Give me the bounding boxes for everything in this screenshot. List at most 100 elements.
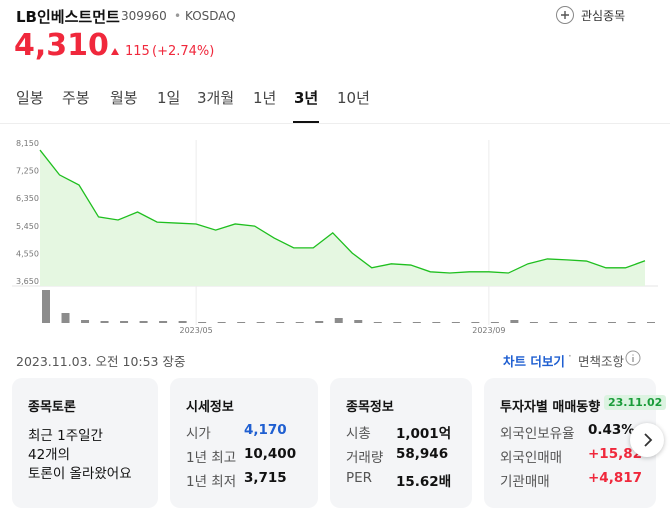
stock-name: LB인베스트먼트 [16,8,120,26]
x-tick-label: 2023/09 [472,326,505,335]
volume-bar [61,313,70,323]
card[interactable]: 투자자별 매매동향 23.11.02 외국인보유율 0.43% 외국인매매 +15,82 기… [484,378,667,508]
volume-bar [451,322,460,323]
volume-bar [178,321,187,323]
tab[interactable]: 일봉 [16,89,44,107]
tab[interactable]: 1일 [157,89,181,107]
row-label: 외국인매매 [500,450,563,466]
card-title: 투자자별 매매동향 [500,400,601,415]
price: 4,310 [14,28,109,63]
row-value: 4,170 [244,422,287,438]
tab-divider [0,123,670,124]
chevron [644,433,653,447]
y-tick-label: 8,150 [16,139,39,148]
stock-code: 309960 [121,9,167,23]
card-title: 시세정보 [186,400,234,415]
volume-bar [139,321,148,323]
timestamp: 2023.11.03. 오전 10:53 장중 [16,354,186,369]
y-tick-label: 6,350 [16,194,39,203]
tab[interactable]: 10년 [337,89,370,107]
market: KOSDAQ [185,9,236,23]
tab[interactable]: 3년 [294,89,319,107]
row-value: 3,715 [244,470,287,486]
tab[interactable]: 월봉 [110,89,138,107]
x-tick-label: 2023/05 [180,326,213,335]
y-tick-label: 5,450 [16,222,39,231]
volume-bar [42,290,50,323]
y-tick-label: 7,250 [16,167,39,176]
volume-bar [354,320,363,323]
tab[interactable]: 주봉 [62,89,90,107]
row-label: 1년 최저 [186,474,237,490]
watch-label: 관심종목 [581,9,626,23]
row-value: 58,946 [396,446,449,462]
volume-bar [393,322,402,323]
change-pct: (+2.74%) [152,44,215,59]
chart-more[interactable]: 차트 더보기 [503,354,565,369]
row-value: +15,82 [588,446,643,462]
card-line: 토론이 올라왔어요 [28,466,132,482]
volume-bar [120,321,129,323]
row-label: 시총 [346,426,371,442]
row-label: 시가 [186,426,211,442]
volume-bar [490,322,499,323]
volume-bar [432,322,441,323]
volume-bar [471,322,480,323]
up-arrow [111,48,119,55]
row-label: 거래량 [346,450,384,466]
volume-bar [529,322,538,323]
volume-bar [237,322,246,323]
volume-bar [510,320,519,323]
page: LB인베스트먼트 309960 • KOSDAQ 관심종목 4,310 115 … [0,4,670,508]
row-label: 외국인보유율 [500,426,575,442]
row-label: PER [346,470,373,486]
disclaimer[interactable]: 면책조항 [578,354,625,369]
volume-bar [217,322,226,323]
dot: • [174,9,182,23]
row-value: 15.62배 [396,474,452,490]
tab-underline [293,121,319,123]
watch-button[interactable]: 관심종목 [555,4,641,26]
volume-bar [159,321,168,323]
date-badge: 23.11.02 [604,395,667,410]
volume-bar [256,322,265,323]
volume-bar [276,322,285,323]
info-icon [625,350,641,366]
tab[interactable]: 1년 [253,89,277,107]
volume-bar [295,322,304,323]
row-value: +4,817 [588,470,643,486]
plus-icon [556,6,574,24]
row-label: 기관매매 [500,474,550,490]
volume-bar [647,322,655,323]
volume-bar [588,322,597,323]
next-button[interactable] [630,423,664,457]
card-line: 42개의 [28,447,71,463]
card-title: 종목토론 [28,400,76,415]
volume-bar [373,322,382,323]
chart: 2023/05 2023/09 8,150 7,250 6,350 5,450 4,550 3… [12,139,658,335]
volume-bar [412,322,421,323]
volume-bar [315,321,324,323]
card-title: 종목정보 [346,400,394,415]
row-value: 1,001억 [396,426,452,442]
row-value: 10,400 [244,446,297,462]
area [40,150,645,286]
price-line [39,149,646,274]
volume-bar [568,322,577,323]
change: 115 [125,44,150,59]
volume-bar [334,318,343,323]
volume-bar [198,322,207,323]
tab[interactable]: 3개월 [197,89,235,107]
row-value: 0.43% [588,422,635,438]
card-line: 최근 1주일간 [28,428,103,444]
volume-bar [549,322,558,323]
volume-bar [100,321,109,323]
y-tick-label: 4,550 [16,249,39,258]
volume-bar [81,320,90,323]
volume-bar [607,322,616,323]
volume-bar [627,322,636,323]
row-label: 1년 최고 [186,450,237,466]
